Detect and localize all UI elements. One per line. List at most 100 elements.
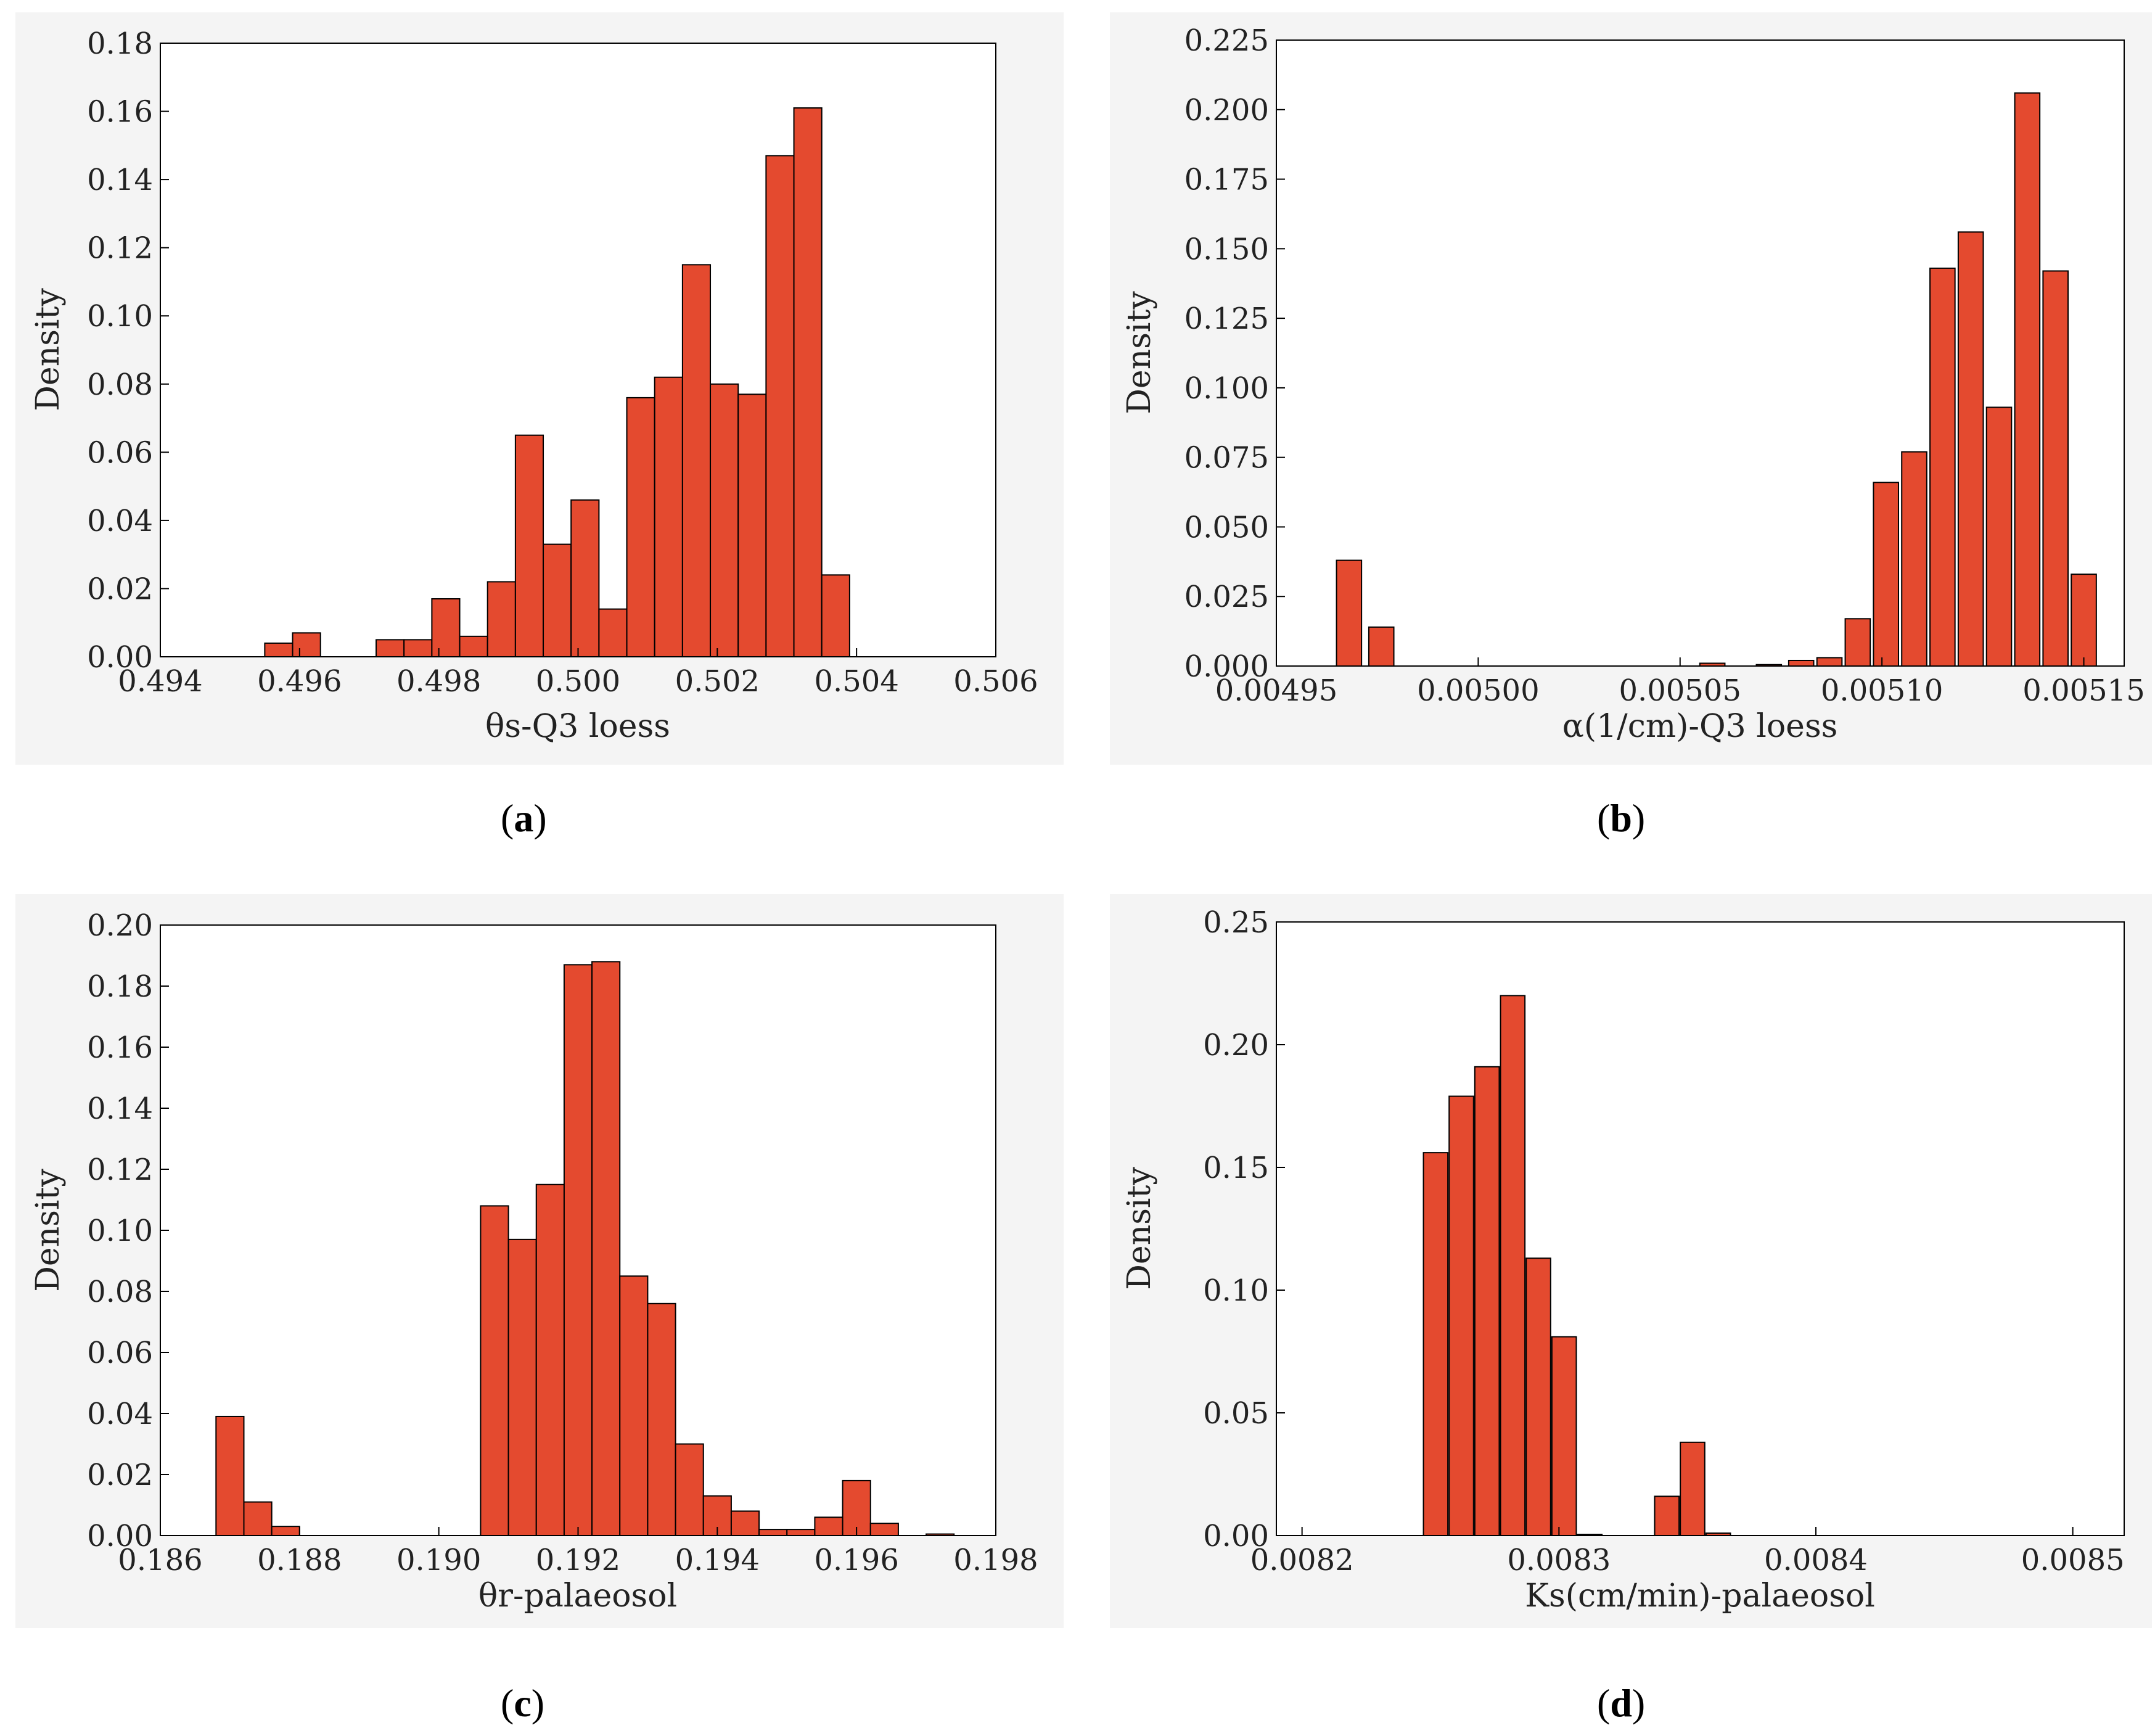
bar xyxy=(1929,267,1956,667)
x-tick-label: 0.0085 xyxy=(2021,1543,2125,1578)
bar xyxy=(786,1529,816,1536)
bar xyxy=(654,376,683,657)
bar xyxy=(1336,559,1363,667)
bar xyxy=(1577,1534,1603,1537)
x-tick-label: 0.188 xyxy=(257,1543,342,1578)
bar xyxy=(675,1443,704,1536)
y-tick-label: 0.000 xyxy=(1184,649,1269,684)
bar xyxy=(1422,1152,1449,1536)
x-tick-label: 0.496 xyxy=(257,664,342,699)
bar xyxy=(1699,662,1726,667)
y-tick-label: 0.00 xyxy=(87,1519,153,1553)
y-tick-label: 0.15 xyxy=(1203,1151,1269,1185)
panel-label-c: (c) xyxy=(501,1681,545,1725)
bar xyxy=(480,1205,509,1536)
chart-b: 0.000 0.025 0.050 0.075 0.100 0.125 0.150 0.175… xyxy=(1110,12,2152,765)
bar xyxy=(570,499,600,657)
bar xyxy=(598,608,628,657)
bar xyxy=(271,1526,300,1537)
chart-c: 0.00 0.02 0.04 0.06 0.08 0.10 0.12 0.14 0.16 0.18… xyxy=(15,894,1064,1628)
y-tick-label: 0.04 xyxy=(87,504,153,538)
bar xyxy=(1755,664,1783,667)
y-tick-label: 0.08 xyxy=(87,1275,153,1309)
bars xyxy=(215,961,955,1537)
bar xyxy=(619,1275,649,1536)
bar xyxy=(765,155,795,657)
bar xyxy=(1500,995,1526,1536)
x-tick-label: 0.494 xyxy=(118,664,202,699)
y-tick-label: 0.125 xyxy=(1184,302,1269,336)
x-tick-label: 0.502 xyxy=(675,664,760,699)
bar xyxy=(403,639,433,657)
x-axis-label: θs-Q3 loess xyxy=(485,708,670,745)
y-tick-label: 0.04 xyxy=(87,1397,153,1431)
bar xyxy=(758,1529,788,1536)
bar xyxy=(647,1302,676,1536)
bar xyxy=(431,598,461,657)
y-tick-label: 0.00 xyxy=(1203,1519,1269,1553)
panel-label-d: (d) xyxy=(1597,1681,1646,1725)
bar xyxy=(264,642,293,658)
x-ticks: 0.494 0.496 0.498 0.500 0.502 0.504 0.506 xyxy=(118,648,1038,699)
panel-letter: a xyxy=(514,796,534,840)
x-tick-label: 0.0083 xyxy=(1507,1543,1611,1578)
bar xyxy=(292,632,321,657)
x-ticks: 0.0082 0.0083 0.0084 0.0085 xyxy=(1250,1527,2125,1578)
bar xyxy=(486,581,516,658)
bar xyxy=(507,1238,537,1536)
x-tick-label: 0.0082 xyxy=(1250,1543,1354,1578)
y-tick-label: 0.10 xyxy=(87,1214,153,1248)
bar xyxy=(681,264,712,657)
y-tick-label: 0.16 xyxy=(87,95,153,130)
y-axis-label: Density xyxy=(1121,291,1158,414)
bar xyxy=(730,1510,760,1537)
x-tick-label: 0.498 xyxy=(396,664,481,699)
bar xyxy=(2042,270,2069,667)
panel-letter: d xyxy=(1610,1681,1632,1725)
x-ticks: 0.186 0.188 0.190 0.192 0.194 0.196 0.198 xyxy=(118,1527,1038,1578)
x-tick-label: 0.0084 xyxy=(1764,1543,1868,1578)
bar xyxy=(459,635,488,657)
x-tick-label: 0.504 xyxy=(814,664,898,699)
y-tick-label: 0.025 xyxy=(1184,580,1269,614)
y-tick-label: 0.12 xyxy=(87,1153,153,1187)
x-tick-label: 0.192 xyxy=(536,1543,620,1578)
bar xyxy=(1873,482,1899,667)
x-axis-label: θr-palaeosol xyxy=(478,1578,677,1615)
y-tick-label: 0.20 xyxy=(87,908,153,943)
bar xyxy=(243,1501,273,1536)
y-tick-label: 0.18 xyxy=(87,969,153,1004)
chart-a: 0.00 0.02 0.04 0.06 0.08 0.10 0.12 0.14 0.16 0.18… xyxy=(15,12,1064,765)
y-tick-label: 0.150 xyxy=(1184,232,1269,266)
y-ticks: 0.00 0.02 0.04 0.06 0.08 0.10 0.12 0.14 0.16 0.18 xyxy=(87,27,169,675)
bar xyxy=(1705,1532,1731,1537)
x-tick-label: 0.500 xyxy=(536,664,620,699)
x-tick-label: 0.186 xyxy=(118,1543,202,1578)
y-tick-label: 0.20 xyxy=(1203,1028,1269,1063)
bar xyxy=(710,383,739,657)
bar xyxy=(215,1415,245,1537)
bar xyxy=(869,1523,899,1537)
x-tick-label: 0.00505 xyxy=(1619,673,1742,708)
bars xyxy=(264,107,850,658)
y-tick-label: 0.10 xyxy=(1203,1273,1269,1308)
y-axis-label: Density xyxy=(30,288,67,411)
y-tick-label: 0.02 xyxy=(87,572,153,606)
y-tick-label: 0.06 xyxy=(87,1336,153,1370)
x-tick-label: 0.506 xyxy=(953,664,1038,699)
bar xyxy=(1525,1257,1551,1536)
bar xyxy=(1680,1441,1706,1537)
x-tick-label: 0.00495 xyxy=(1215,673,1338,708)
y-tick-label: 0.14 xyxy=(87,163,153,197)
y-tick-label: 0.225 xyxy=(1184,23,1269,58)
panel-letter: c xyxy=(514,1681,532,1725)
bar xyxy=(821,574,850,657)
x-tick-label: 0.194 xyxy=(675,1543,760,1578)
bar xyxy=(1654,1495,1680,1537)
x-tick-label: 0.00515 xyxy=(2022,673,2145,708)
bar xyxy=(535,1183,565,1536)
x-tick-label: 0.00500 xyxy=(1417,673,1540,708)
y-tick-label: 0.075 xyxy=(1184,441,1269,475)
panel-letter: b xyxy=(1610,796,1632,840)
bar xyxy=(626,397,655,658)
